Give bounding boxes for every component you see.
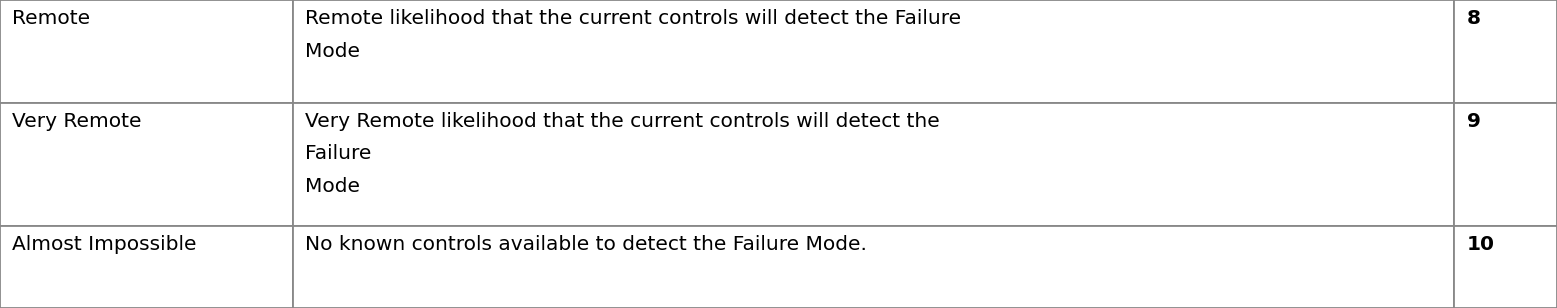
Bar — [0, 103, 293, 226]
Bar — [1454, 226, 1557, 308]
Text: Very Remote: Very Remote — [12, 112, 142, 131]
Text: No known controls available to detect the Failure Mode.: No known controls available to detect th… — [305, 235, 867, 254]
Text: 10: 10 — [1467, 235, 1495, 254]
Text: Remote: Remote — [12, 9, 90, 28]
Text: 9: 9 — [1467, 112, 1481, 131]
Bar — [0, 0, 293, 103]
Text: Almost Impossible: Almost Impossible — [12, 235, 196, 254]
Text: Very Remote likelihood that the current controls will detect the
Failure
Mode: Very Remote likelihood that the current … — [305, 112, 940, 196]
Bar — [293, 226, 1454, 308]
Bar — [1454, 0, 1557, 103]
Bar — [0, 226, 293, 308]
Bar — [293, 0, 1454, 103]
Bar — [1454, 103, 1557, 226]
Text: 8: 8 — [1467, 9, 1481, 28]
Text: Remote likelihood that the current controls will detect the Failure
Mode: Remote likelihood that the current contr… — [305, 9, 961, 61]
Bar — [293, 103, 1454, 226]
